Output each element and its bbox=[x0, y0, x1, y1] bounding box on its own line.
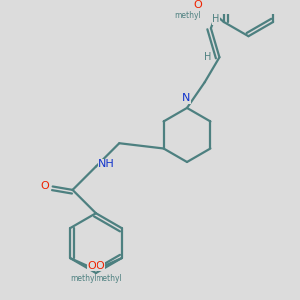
Text: O: O bbox=[40, 181, 49, 191]
Text: N: N bbox=[182, 93, 190, 103]
Text: methyl: methyl bbox=[70, 274, 97, 283]
Text: H: H bbox=[204, 52, 211, 62]
Text: O: O bbox=[87, 261, 96, 271]
Text: H: H bbox=[212, 14, 220, 24]
Text: methyl: methyl bbox=[95, 274, 122, 283]
Text: methyl: methyl bbox=[174, 11, 201, 20]
Text: O: O bbox=[96, 261, 105, 271]
Text: NH: NH bbox=[98, 159, 115, 169]
Text: O: O bbox=[193, 0, 202, 10]
